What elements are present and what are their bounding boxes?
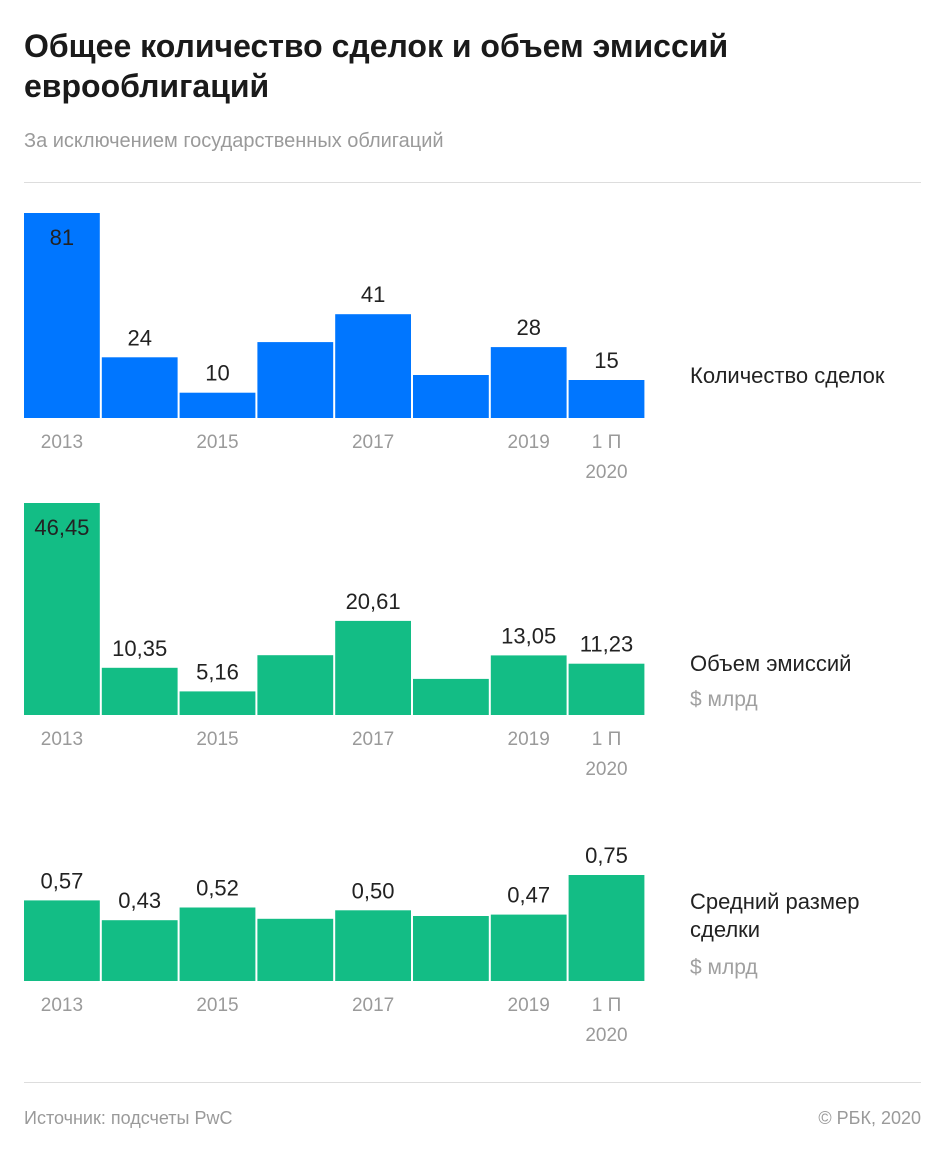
volume-value-label-7: 11,23 <box>580 632 633 657</box>
bottom-divider <box>24 1082 921 1083</box>
volume-x-tick-7: 1 П <box>592 729 622 750</box>
avgsize-bar-7 <box>568 875 645 981</box>
avgsize-value-label-1: 0,43 <box>118 888 161 913</box>
volume-bar-3 <box>257 655 334 715</box>
deals-bar-3 <box>257 342 334 418</box>
avgsize-bar-1 <box>101 920 178 981</box>
deals-x-tick-0: 2013 <box>41 432 83 453</box>
deals-count-chart: 81 2013 24 10 2015 41 2017 28 2019 15 1 П 2020 <box>24 213 645 483</box>
issue-volume-unit: $ млрд <box>690 688 758 711</box>
volume-value-label-4: 20,61 <box>346 589 401 614</box>
issue-volume-chart: 46,45 2013 10,35 5,16 2015 20,61 2017 13,05 2019… <box>24 503 645 780</box>
volume-x-tick-6: 2019 <box>508 729 550 750</box>
top-divider <box>24 182 921 183</box>
deals-bar-6 <box>490 347 567 418</box>
volume-bar-5 <box>413 678 489 715</box>
avgsize-x-tick-0: 2013 <box>41 995 83 1016</box>
deals-bar-2 <box>179 392 256 418</box>
avgsize-value-label-4: 0,50 <box>352 878 395 903</box>
deals-bar-0 <box>24 213 100 418</box>
copyright-note: © РБК, 2020 <box>818 1108 921 1128</box>
avgsize-x-tick-7: 1 П <box>592 995 622 1016</box>
deals-value-label-1: 24 <box>127 325 151 350</box>
deals-value-label-2: 10 <box>205 361 229 386</box>
volume-bar-0 <box>24 503 100 715</box>
volume-x-tick-4: 2017 <box>352 729 394 750</box>
volume-bar-7 <box>568 663 645 715</box>
avg-deal-size-chart: 0,57 2013 0,43 0,52 2015 0,50 2017 0,47 2019 0,75… <box>24 843 645 1046</box>
avgsize-bar-5 <box>413 916 489 981</box>
avgsize-x-tick-7-line2: 2020 <box>585 1025 627 1046</box>
volume-value-label-2: 5,16 <box>196 659 239 684</box>
avg-deal-size-label: Средний размер сделки <box>690 889 860 942</box>
deals-x-tick-6: 2019 <box>508 432 550 453</box>
deals-x-tick-7-line2: 2020 <box>585 462 627 483</box>
volume-value-label-6: 13,05 <box>501 623 556 648</box>
deals-x-tick-4: 2017 <box>352 432 394 453</box>
avgsize-value-label-7: 0,75 <box>585 843 628 868</box>
avgsize-bar-2 <box>179 907 256 981</box>
deals-bar-7 <box>568 380 645 418</box>
deals-x-tick-2: 2015 <box>196 432 238 453</box>
deals-bar-4 <box>335 314 411 418</box>
avgsize-value-label-0: 0,57 <box>40 868 83 893</box>
volume-bar-2 <box>179 691 256 715</box>
deals-value-label-7: 15 <box>594 348 618 373</box>
avg-deal-size-unit: $ млрд <box>690 956 758 979</box>
avgsize-value-label-2: 0,52 <box>196 876 239 901</box>
deals-count-label: Количество сделок <box>690 363 885 388</box>
volume-x-tick-2: 2015 <box>196 729 238 750</box>
avgsize-x-tick-4: 2017 <box>352 995 394 1016</box>
avgsize-bar-4 <box>335 910 411 981</box>
volume-value-label-0: 46,45 <box>34 515 89 540</box>
avgsize-value-label-6: 0,47 <box>507 883 550 908</box>
volume-x-tick-7-line2: 2020 <box>585 759 627 780</box>
deals-value-label-0: 81 <box>50 225 74 250</box>
volume-bar-1 <box>101 667 178 715</box>
avgsize-bar-6 <box>490 914 567 981</box>
volume-bar-6 <box>490 655 567 715</box>
deals-bar-1 <box>101 357 178 418</box>
volume-value-label-1: 10,35 <box>112 636 167 661</box>
chart-subtitle: За исключением государственных облигаций <box>24 130 444 152</box>
deals-x-tick-7: 1 П <box>592 432 622 453</box>
volume-bar-4 <box>335 620 411 715</box>
avgsize-bar-0 <box>24 900 100 981</box>
deals-value-label-4: 41 <box>361 282 385 307</box>
avgsize-x-tick-2: 2015 <box>196 995 238 1016</box>
deals-value-label-6: 28 <box>516 315 540 340</box>
avgsize-bar-3 <box>257 918 334 981</box>
chart-title: Общее количество сделок и объем эмиссий … <box>24 28 729 104</box>
deals-bar-5 <box>413 375 489 418</box>
issue-volume-label: Объем эмиссий <box>690 651 852 676</box>
volume-x-tick-0: 2013 <box>41 729 83 750</box>
source-note: Источник: подсчеты PwC <box>24 1108 233 1128</box>
avgsize-x-tick-6: 2019 <box>508 995 550 1016</box>
